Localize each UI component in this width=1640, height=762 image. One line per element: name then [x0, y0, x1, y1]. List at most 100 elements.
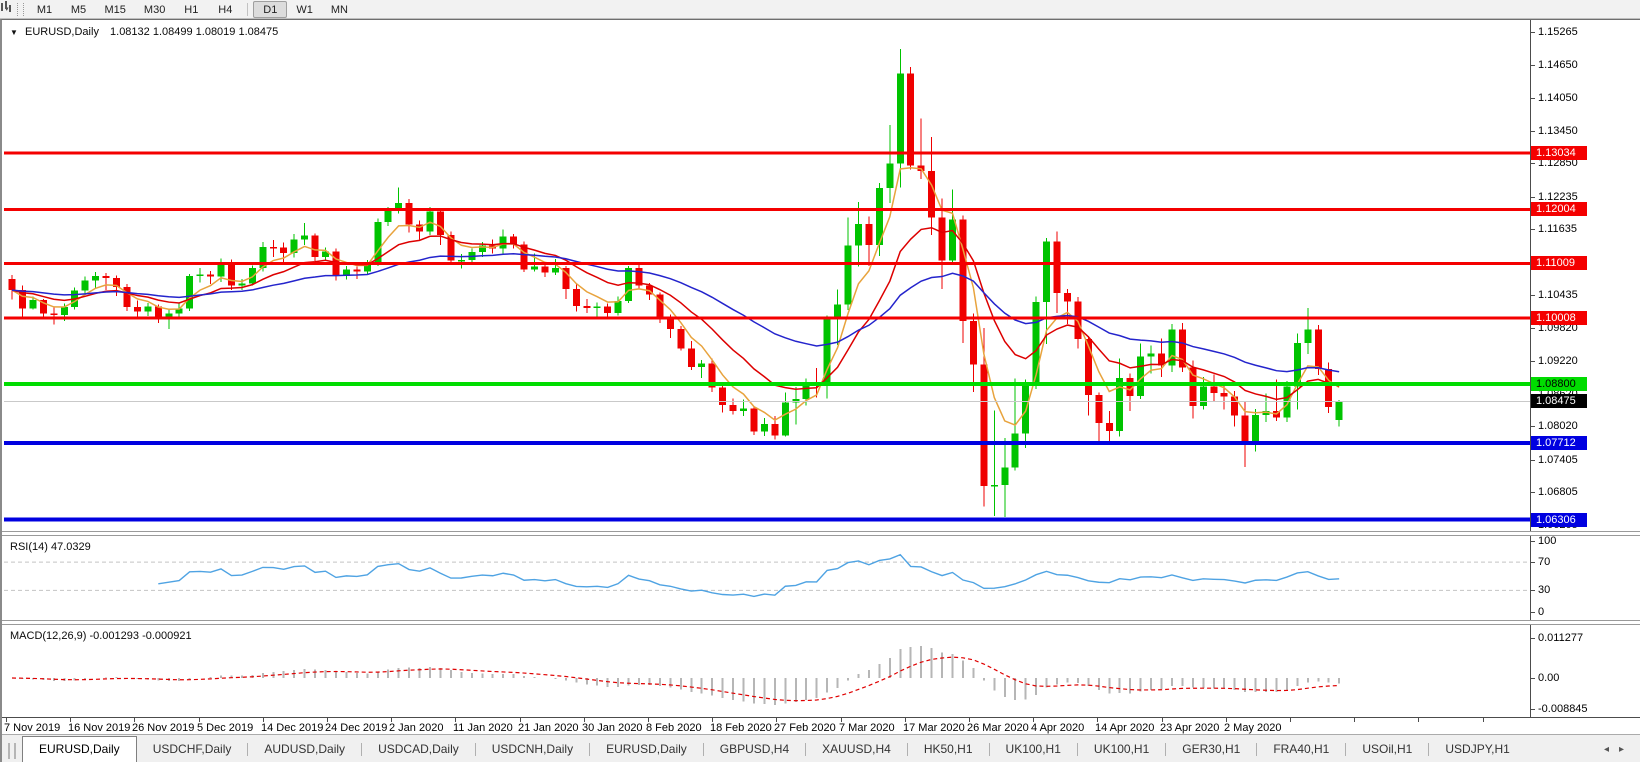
chart-tab-fra40-h1[interactable]: FRA40,H1 [1273, 742, 1330, 756]
price-tick-label: 30 [1538, 584, 1551, 596]
price-tick-label: -0.008845 [1538, 703, 1588, 715]
tab-divider [474, 743, 476, 756]
timeframe-button-m5[interactable]: M5 [70, 3, 87, 16]
date-tick-label: 7 Nov 2019 [4, 722, 61, 734]
date-tick-label: 18 Feb 2020 [710, 722, 772, 734]
axis-tick [1531, 460, 1535, 461]
macd-indicator-label: MACD(12,26,9) -0.001293 -0.000921 [10, 630, 192, 642]
chart-tab-usdcad-daily[interactable]: USDCAD,Daily [378, 742, 459, 756]
price-axis-border [1530, 20, 1531, 717]
time-tick [134, 718, 135, 722]
price-tick-label: 1.11635 [1538, 223, 1577, 235]
chart-tool-button[interactable]: ▾ [0, 0, 13, 19]
tab-scroll-left-icon[interactable]: ◂ [1603, 744, 1619, 755]
chart-tab-hk50-h1[interactable]: HK50,H1 [923, 742, 973, 756]
date-tick-label: 7 Mar 2020 [839, 722, 895, 734]
time-tick [969, 718, 970, 722]
chart-window: ▼ EURUSD,Daily 1.08132 1.08499 1.08019 1… [0, 19, 1640, 762]
date-tick-label: 2 Jan 2020 [389, 722, 444, 734]
chart-tab-usoil-h1[interactable]: USOil,H1 [1362, 742, 1413, 756]
price-axis[interactable]: 1.15265 1.14650 1.14050 1.13450 1.12850 1.122… [1531, 20, 1640, 717]
chart-tab-bar: EURUSD,Daily USDCHF,Daily AUDUSD,Daily USDC… [2, 734, 1640, 762]
date-tick-label: 16 Nov 2019 [68, 722, 131, 734]
date-tick-label: 24 Dec 2019 [325, 722, 388, 734]
time-tick [1097, 718, 1098, 722]
timeframe-button-m1[interactable]: M1 [36, 3, 53, 16]
chart-tab-ger30-h1[interactable]: GER30,H1 [1182, 742, 1241, 756]
chart-tab-gbpusd-h4[interactable]: GBPUSD,H4 [719, 742, 790, 756]
time-tick [520, 718, 521, 722]
axis-tick [1531, 65, 1535, 66]
date-tick-label: 8 Feb 2020 [646, 722, 702, 734]
time-tick [263, 718, 264, 722]
toolbar-grip[interactable] [16, 2, 24, 16]
macd-pane[interactable] [4, 625, 1530, 716]
pane-splitter[interactable] [2, 620, 1640, 625]
timeframe-button-w1[interactable]: W1 [296, 3, 313, 16]
price-tick-label: 0 [1538, 606, 1545, 618]
chart-title: ▼ EURUSD,Daily 1.08132 1.08499 1.08019 1… [10, 26, 278, 38]
date-tick-label: 2 May 2020 [1224, 722, 1282, 734]
chart-tab-usdcnh-daily[interactable]: USDCNH,Daily [491, 742, 574, 756]
date-tick-label: 21 Jan 2020 [518, 722, 579, 734]
tab-divider [361, 743, 363, 756]
price-tick-label: 0.011277 [1538, 632, 1584, 644]
time-tick [1162, 718, 1163, 722]
chart-tab-xauusd-h4[interactable]: XAUUSD,H4 [822, 742, 891, 756]
time-tick [712, 718, 713, 722]
timeframe-button-m30[interactable]: M30 [143, 3, 166, 16]
tab-divider [702, 743, 704, 756]
price-level-label: 1.12004 [1531, 202, 1587, 216]
chart-tab-eurusd-daily[interactable]: EURUSD,Daily [606, 742, 687, 756]
chart-tab-usdjpy-h1[interactable]: USDJPY,H1 [1445, 742, 1510, 756]
timeframe-button-m15[interactable]: M15 [104, 3, 126, 16]
axis-tick [1531, 361, 1535, 362]
tab-scroll-right-icon[interactable]: ▸ [1618, 744, 1634, 755]
chart-tab-usdchf-daily[interactable]: USDCHF,Daily [152, 742, 232, 756]
price-level-label: 1.07712 [1531, 436, 1587, 450]
date-tick-label: 4 Apr 2020 [1031, 722, 1085, 734]
timeframe-button-h4[interactable]: H4 [218, 3, 233, 16]
time-tick [1483, 718, 1484, 722]
chart-tabs: EURUSD,Daily USDCHF,Daily AUDUSD,Daily USDC… [22, 736, 1526, 762]
time-tick [70, 718, 71, 722]
timeframe-toolbar: ▾ M1 M5 M15 M30 H1 H4 D1 W1 MN [0, 0, 1640, 19]
timeframe-button-h1[interactable]: H1 [184, 3, 199, 16]
time-axis[interactable]: 7 Nov 2019 16 Nov 2019 26 Nov 2019 5 Dec 20… [2, 718, 1640, 734]
axis-tick [1531, 197, 1535, 198]
tab-divider [1076, 743, 1078, 756]
chart-tab-uk100-h1[interactable]: UK100,H1 [1093, 742, 1150, 756]
chart-symbol-period: EURUSD,Daily [24, 26, 99, 38]
chart-tab-audusd-daily[interactable]: AUDUSD,Daily [264, 742, 346, 756]
time-tick [327, 718, 328, 722]
price-tick-label: 1.14650 [1538, 59, 1578, 71]
chart-tab-eurusd-daily[interactable]: EURUSD,Daily [22, 736, 137, 762]
axis-tick [1531, 163, 1535, 164]
tab-bar-grip[interactable] [8, 743, 16, 759]
time-tick [776, 718, 777, 722]
price-tick-label: 0.00 [1538, 672, 1560, 684]
price-level-label: 1.06306 [1531, 513, 1587, 527]
price-tick-label: 1.06805 [1538, 486, 1578, 498]
price-level-label: 1.08475 [1531, 394, 1587, 408]
rsi-indicator-label: RSI(14) 47.0329 [10, 541, 91, 553]
price-level-label: 1.13034 [1531, 146, 1587, 160]
price-tick-label: 1.07405 [1538, 454, 1578, 466]
chart-context-caret-icon[interactable]: ▼ [10, 28, 18, 37]
time-tick [391, 718, 392, 722]
time-tick [648, 718, 649, 722]
time-tick [905, 718, 906, 722]
main-chart-pane[interactable] [4, 20, 1530, 531]
timeframe-button-d1[interactable]: D1 [253, 0, 288, 18]
chart-ohlc-values: 1.08132 1.08499 1.08019 1.08475 [110, 26, 279, 38]
pane-splitter[interactable] [2, 531, 1640, 536]
time-axis-border [2, 717, 1640, 718]
time-tick [199, 718, 200, 722]
time-tick [455, 718, 456, 722]
timeframe-button-mn[interactable]: MN [330, 3, 348, 16]
tab-divider [589, 743, 591, 756]
price-tick-label: 1.10435 [1538, 289, 1578, 301]
chart-tab-uk100-h1[interactable]: UK100,H1 [1005, 742, 1061, 756]
date-tick-label: 27 Feb 2020 [774, 722, 836, 734]
rsi-pane[interactable] [4, 536, 1530, 620]
